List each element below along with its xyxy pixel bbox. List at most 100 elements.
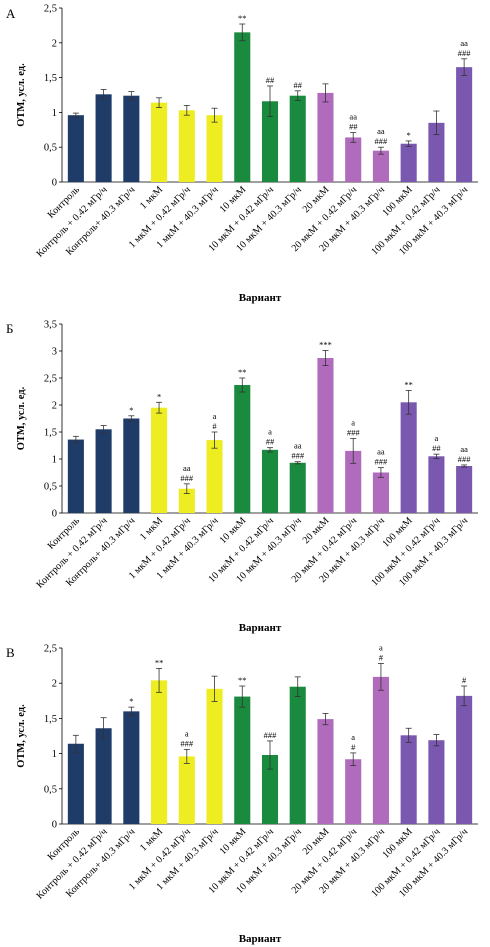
bar	[456, 695, 473, 824]
significance-label: aa	[377, 126, 385, 136]
significance-label: ###	[180, 473, 194, 483]
bar	[345, 137, 362, 182]
bar	[428, 456, 445, 513]
y-tick-label: 0,5	[44, 482, 57, 493]
y-tick-label: 1,5	[44, 73, 57, 84]
significance-label: *	[407, 130, 411, 140]
significance-label: a	[268, 427, 272, 437]
significance-label: ###	[264, 730, 278, 740]
significance-label: ##	[432, 443, 441, 453]
bar	[123, 418, 140, 513]
bar	[234, 385, 251, 513]
bar	[317, 358, 334, 513]
significance-label: *	[157, 391, 161, 401]
y-tick-label: 1	[52, 108, 57, 119]
y-tick-label: 0	[52, 820, 57, 831]
significance-label: ###	[375, 457, 389, 467]
bar	[178, 488, 195, 513]
bar	[400, 143, 417, 182]
y-tick-label: 2	[52, 679, 57, 690]
y-tick-label: 2	[52, 38, 57, 49]
bar	[67, 743, 84, 824]
bar	[289, 462, 306, 513]
bar	[372, 150, 389, 182]
significance-label: ##	[266, 75, 275, 85]
y-axis-label: ОТМ, усл. ед.	[16, 704, 27, 768]
y-tick-label: 2	[52, 401, 57, 412]
significance-label: **	[238, 13, 247, 23]
significance-label: a	[351, 732, 355, 742]
bar	[261, 449, 279, 513]
bar	[123, 711, 140, 824]
y-axis-label: ОТМ, усл. ед.	[16, 386, 27, 450]
significance-label: ***	[319, 339, 332, 349]
bar	[178, 756, 195, 824]
significance-label: a	[351, 417, 355, 427]
y-tick-label: 0,5	[44, 784, 57, 795]
y-tick-label: 3	[52, 347, 57, 358]
y-tick-label: 0,5	[44, 143, 57, 154]
bar	[234, 696, 251, 824]
significance-label: a	[379, 642, 383, 652]
bar	[400, 402, 417, 513]
bar	[67, 115, 84, 182]
bar	[428, 740, 445, 824]
significance-label: ##	[266, 437, 275, 447]
bar	[317, 92, 334, 182]
bar	[95, 94, 112, 182]
x-axis-label: Вариант	[239, 622, 282, 634]
panel-letter: А	[6, 6, 16, 21]
significance-label: a	[185, 728, 189, 738]
significance-label: **	[238, 675, 247, 685]
bar	[206, 115, 223, 182]
bar	[261, 755, 279, 824]
y-tick-label: 2,5	[44, 374, 57, 385]
y-tick-label: 0	[52, 509, 57, 520]
significance-label: ##	[349, 122, 358, 132]
significance-label: **	[238, 367, 247, 377]
bar	[261, 101, 279, 182]
bar	[151, 680, 168, 824]
y-tick-label: 3,5	[44, 320, 57, 331]
bar	[456, 67, 473, 182]
y-tick-label: 2,5	[44, 644, 57, 655]
significance-label: aa	[294, 441, 302, 451]
bar	[317, 719, 334, 824]
y-tick-label: 1,5	[44, 428, 57, 439]
significance-label: aa	[349, 112, 357, 122]
significance-label: #	[462, 675, 467, 685]
bar	[289, 686, 306, 824]
significance-label: a	[213, 411, 217, 421]
significance-label: *	[129, 405, 133, 415]
significance-label: ###	[180, 738, 194, 748]
bar	[456, 466, 473, 513]
x-axis-label: Вариант	[239, 933, 282, 945]
bar	[372, 676, 389, 824]
significance-label: aa	[460, 444, 468, 454]
significance-label: ###	[291, 451, 305, 461]
significance-label: ##	[293, 80, 302, 90]
significance-label: a	[435, 433, 439, 443]
bar	[95, 429, 112, 513]
significance-label: **	[404, 379, 413, 389]
bar	[67, 439, 84, 513]
bar	[95, 728, 112, 824]
significance-label: aa	[377, 447, 385, 457]
bar	[206, 688, 223, 824]
bar	[123, 95, 140, 182]
significance-label: *	[129, 696, 133, 706]
y-tick-label: 2,5	[44, 4, 57, 15]
y-tick-label: 1,5	[44, 714, 57, 725]
panel-letter: Б	[6, 321, 13, 336]
significance-label: ###	[458, 454, 472, 464]
significance-label: #	[351, 742, 356, 752]
significance-label: ###	[375, 136, 389, 146]
y-tick-label: 0	[52, 178, 57, 189]
significance-label: #	[379, 652, 384, 662]
bar	[178, 110, 195, 182]
y-tick-label: 1	[52, 455, 57, 466]
